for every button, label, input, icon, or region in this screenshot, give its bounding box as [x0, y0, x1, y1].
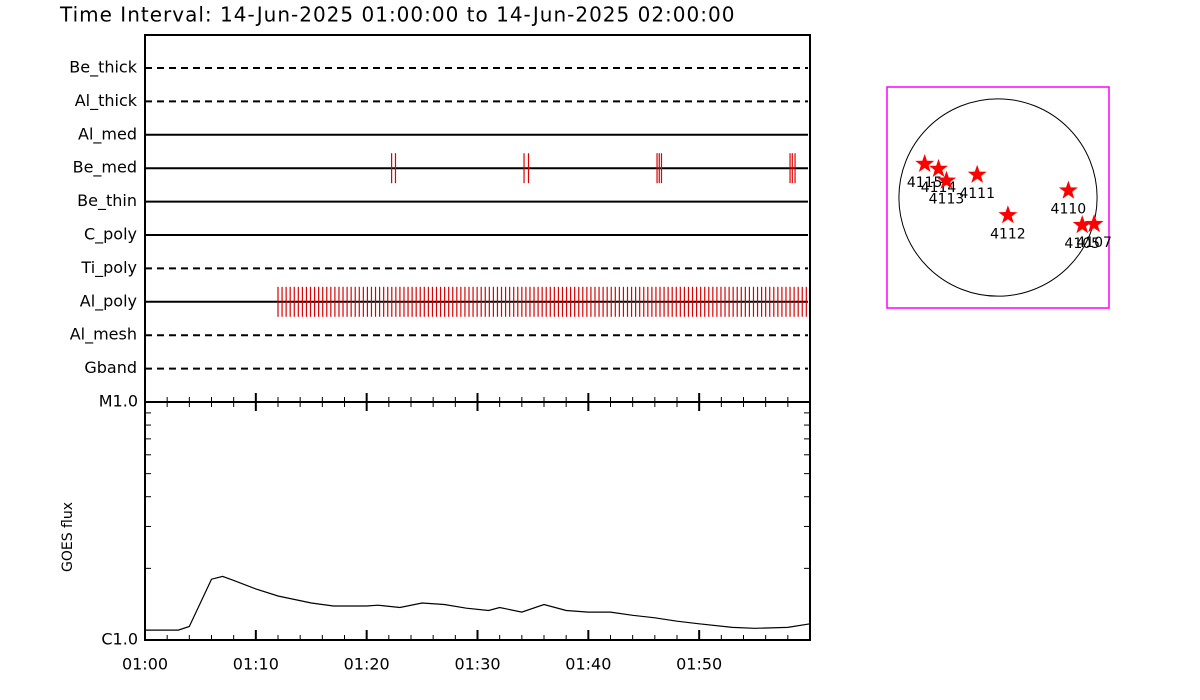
x-tick-label: 01:00	[122, 655, 168, 674]
row-label: Be_med	[73, 158, 137, 178]
region-star	[1084, 214, 1104, 233]
region-label: 4110	[1051, 202, 1087, 218]
row-label: Al_thick	[75, 91, 138, 111]
row-label: Al_med	[78, 124, 137, 144]
row-label: Al_mesh	[70, 325, 137, 345]
region-star	[1058, 180, 1078, 199]
region-label: 4105	[1064, 236, 1100, 252]
region-label: 4111	[959, 186, 995, 202]
region-label: 4112	[990, 226, 1026, 242]
region-star	[915, 154, 935, 172]
disk-frame	[886, 86, 1110, 309]
row-label: Ti_poly	[80, 258, 137, 278]
region-star	[929, 158, 948, 177]
flux-line	[145, 575, 811, 631]
row-label: Al_poly	[80, 291, 137, 311]
x-tick-label: 01:40	[565, 655, 611, 674]
chart-title: Time Interval: 14-Jun-2025 01:00:00 to 1…	[59, 3, 735, 27]
region-star	[1072, 215, 1092, 234]
y-tick-label: C1.0	[101, 630, 138, 649]
x-tick-label: 01:50	[676, 655, 722, 674]
x-tick-label: 01:10	[233, 655, 279, 674]
y-tick-label: M1.0	[99, 392, 138, 411]
solar-disk	[898, 98, 1098, 297]
region-label: 4113	[929, 192, 965, 208]
row-label: Be_thick	[69, 58, 137, 78]
region-label: 4107	[1076, 235, 1112, 251]
region-star	[998, 205, 1018, 224]
row-label: Be_thin	[77, 191, 137, 211]
x-tick-label: 01:30	[454, 655, 500, 674]
region-star	[967, 164, 987, 183]
row-label: Gband	[84, 358, 137, 377]
y-axis-label: GOES flux	[60, 502, 76, 572]
row-label: C_poly	[84, 225, 137, 245]
x-tick-label: 01:20	[344, 655, 390, 674]
region-star	[937, 170, 956, 189]
region-label: 4115	[907, 175, 943, 191]
